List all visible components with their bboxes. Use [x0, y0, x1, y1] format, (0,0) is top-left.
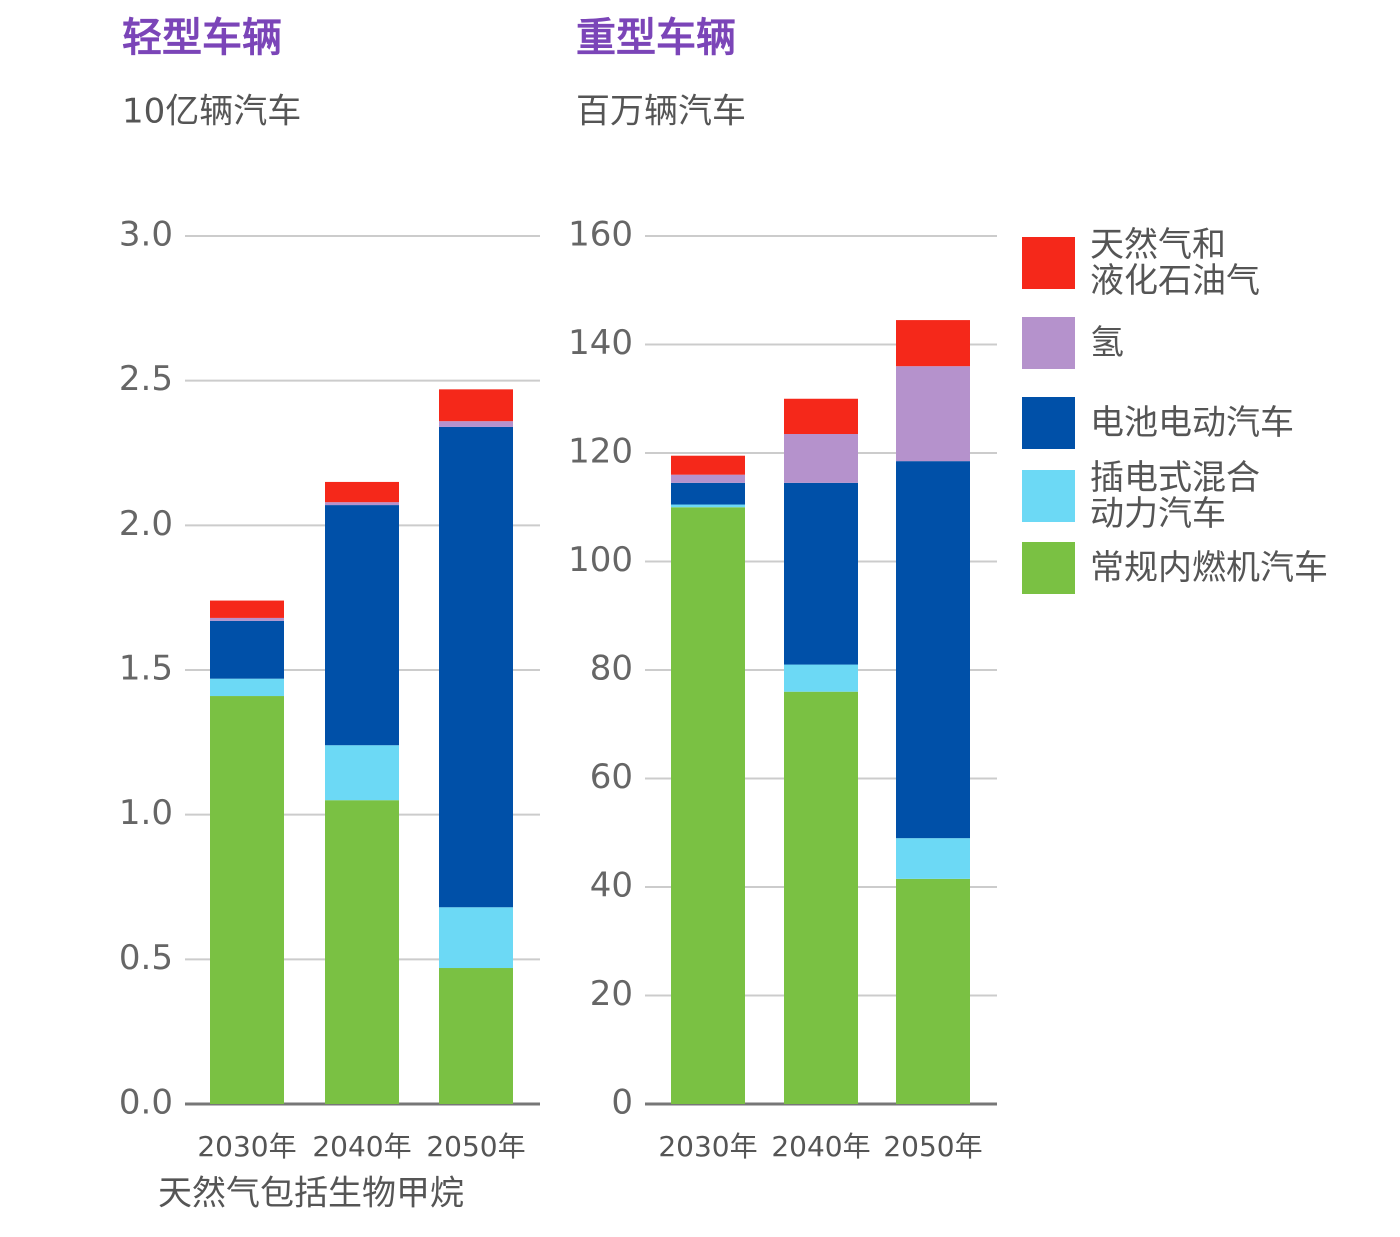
- legend-label: 氢: [1090, 323, 1124, 363]
- bar-segment: [671, 504, 745, 508]
- chart-title: 轻型车辆: [122, 15, 282, 61]
- y-tick-label: 3.0: [119, 215, 173, 255]
- y-tick-label: 2.0: [119, 504, 173, 544]
- bar-segment: [671, 474, 745, 483]
- bar-segment: [671, 455, 745, 475]
- y-tick-label: 0.5: [119, 938, 173, 978]
- bar-segment: [439, 907, 513, 969]
- x-tick-label: 2050年: [426, 1130, 525, 1163]
- chart-subtitle: 百万辆汽车: [576, 92, 746, 132]
- y-tick-label: 60: [590, 757, 633, 797]
- y-tick-label: 0: [611, 1083, 633, 1123]
- chart-subtitle: 10亿辆汽车: [122, 92, 301, 132]
- x-tick-label: 2050年: [883, 1130, 982, 1163]
- bar-segment: [210, 600, 284, 618]
- bar-segment: [896, 838, 970, 879]
- x-tick-label: 2030年: [197, 1130, 296, 1163]
- bar-segment: [210, 696, 284, 1104]
- legend-label: 插电式混合 动力汽车: [1090, 458, 1260, 534]
- x-tick-label: 2040年: [312, 1130, 411, 1163]
- bar-segment: [325, 502, 399, 506]
- bar-segment: [896, 461, 970, 839]
- bar-segment: [784, 691, 858, 1104]
- bar-segment: [784, 398, 858, 435]
- legend-label: 常规内燃机汽车: [1090, 548, 1328, 588]
- legend-swatch: [1022, 542, 1075, 594]
- legend-label: 电池电动汽车: [1090, 403, 1294, 443]
- chart-title: 重型车辆: [576, 15, 736, 61]
- x-tick-label: 2030年: [658, 1130, 757, 1163]
- bar-segment: [671, 482, 745, 505]
- y-tick-label: 80: [590, 649, 633, 689]
- legend-swatch: [1022, 317, 1075, 369]
- y-tick-label: 2.5: [119, 359, 173, 399]
- y-tick-label: 1.5: [119, 649, 173, 689]
- bar-segment: [325, 505, 399, 746]
- y-tick-label: 40: [590, 866, 633, 906]
- bar-segment: [439, 389, 513, 422]
- y-tick-label: 120: [568, 432, 633, 472]
- bar-segment: [325, 800, 399, 1104]
- x-tick-label: 2040年: [771, 1130, 870, 1163]
- bar-segment: [210, 617, 284, 621]
- y-tick-label: 0.0: [119, 1083, 173, 1123]
- bar-segment: [784, 482, 858, 665]
- y-tick-label: 160: [568, 215, 633, 255]
- y-tick-label: 140: [568, 323, 633, 363]
- bar-segment: [671, 507, 745, 1104]
- bar-segment: [784, 434, 858, 483]
- bar-segment: [896, 366, 970, 462]
- bar-segment: [210, 678, 284, 697]
- chart-note: 天然气包括生物甲烷: [158, 1174, 464, 1214]
- bar-segment: [210, 620, 284, 679]
- bar-segment: [784, 664, 858, 692]
- bar-segment: [439, 968, 513, 1104]
- y-tick-label: 20: [590, 974, 633, 1014]
- legend-label: 天然气和 液化石油气: [1090, 225, 1260, 301]
- legend-swatch: [1022, 470, 1075, 522]
- bar-segment: [439, 426, 513, 908]
- legend-swatch: [1022, 237, 1075, 289]
- bar-segment: [325, 745, 399, 801]
- bar-segment: [439, 421, 513, 427]
- legend-swatch: [1022, 397, 1075, 449]
- bar-segment: [896, 878, 970, 1104]
- y-tick-label: 1.0: [119, 793, 173, 833]
- bar-segment: [325, 481, 399, 503]
- y-tick-label: 100: [568, 540, 633, 580]
- bar-segment: [896, 320, 970, 367]
